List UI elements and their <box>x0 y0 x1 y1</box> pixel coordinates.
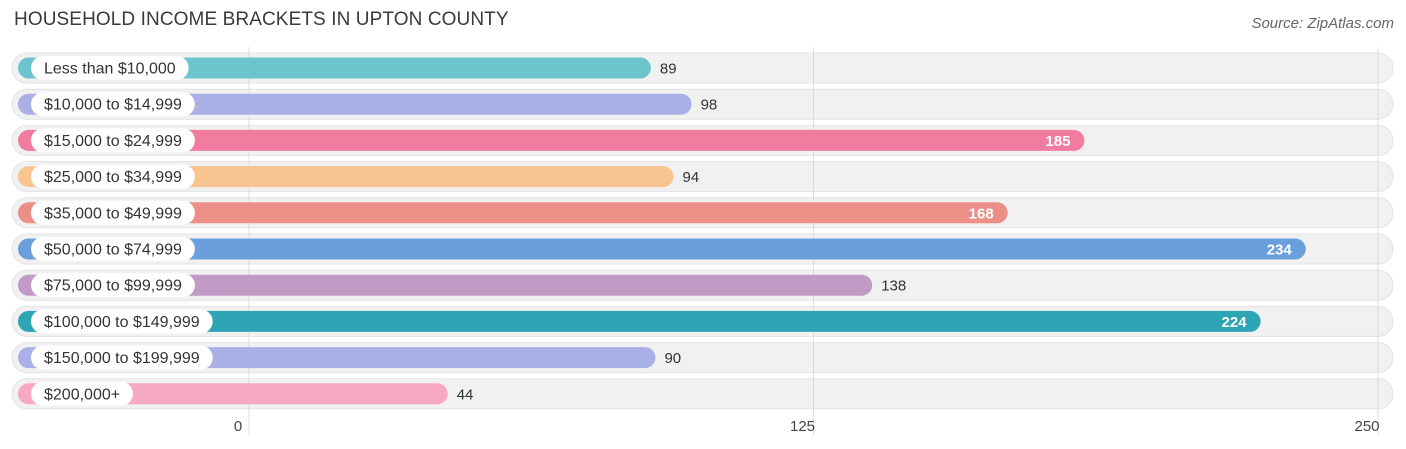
bar <box>18 129 1085 151</box>
category-label-pill <box>31 164 195 189</box>
category-label-pill <box>31 345 213 370</box>
category-label: $15,000 to $24,999 <box>44 133 182 150</box>
category-label: $10,000 to $14,999 <box>44 97 182 114</box>
value-label: 224 <box>1222 314 1248 331</box>
category-label-pill <box>31 56 189 80</box>
bar <box>18 274 873 296</box>
category-label: $100,000 to $149,999 <box>44 314 200 331</box>
category-label-pill <box>31 273 195 298</box>
category-label: $25,000 to $34,999 <box>44 169 182 186</box>
category-label: $75,000 to $99,999 <box>44 278 182 295</box>
category-label: $50,000 to $74,999 <box>44 242 182 259</box>
category-label-pill <box>31 200 195 225</box>
chart-title: HOUSEHOLD INCOME BRACKETS IN UPTON COUNT… <box>14 9 509 30</box>
x-tick-label: 125 <box>790 418 815 435</box>
category-label-pill <box>31 237 195 261</box>
category-label-pill <box>31 92 195 117</box>
x-tick-label: 0 <box>234 418 242 435</box>
x-tick-label: 250 <box>1354 418 1379 435</box>
value-label: 90 <box>664 350 681 367</box>
category-label-pill <box>31 381 134 406</box>
category-label-pill <box>31 309 213 334</box>
category-label-pill <box>31 128 195 153</box>
value-label: 89 <box>660 61 677 78</box>
category-label: $150,000 to $199,999 <box>44 350 200 367</box>
source-label: Source: ZipAtlas.com <box>1251 15 1394 32</box>
category-label: Less than $10,000 <box>44 61 176 78</box>
bar <box>18 202 1008 224</box>
value-label: 94 <box>683 169 700 186</box>
category-label: $35,000 to $49,999 <box>44 205 182 222</box>
value-label: 138 <box>881 278 906 295</box>
bar <box>18 238 1306 260</box>
value-label: 234 <box>1267 242 1293 259</box>
value-label: 168 <box>969 205 994 222</box>
bar <box>18 310 1261 332</box>
value-label: 98 <box>701 97 718 114</box>
value-label: 44 <box>457 386 474 403</box>
value-label: 185 <box>1045 133 1070 150</box>
category-label: $200,000+ <box>44 386 120 403</box>
